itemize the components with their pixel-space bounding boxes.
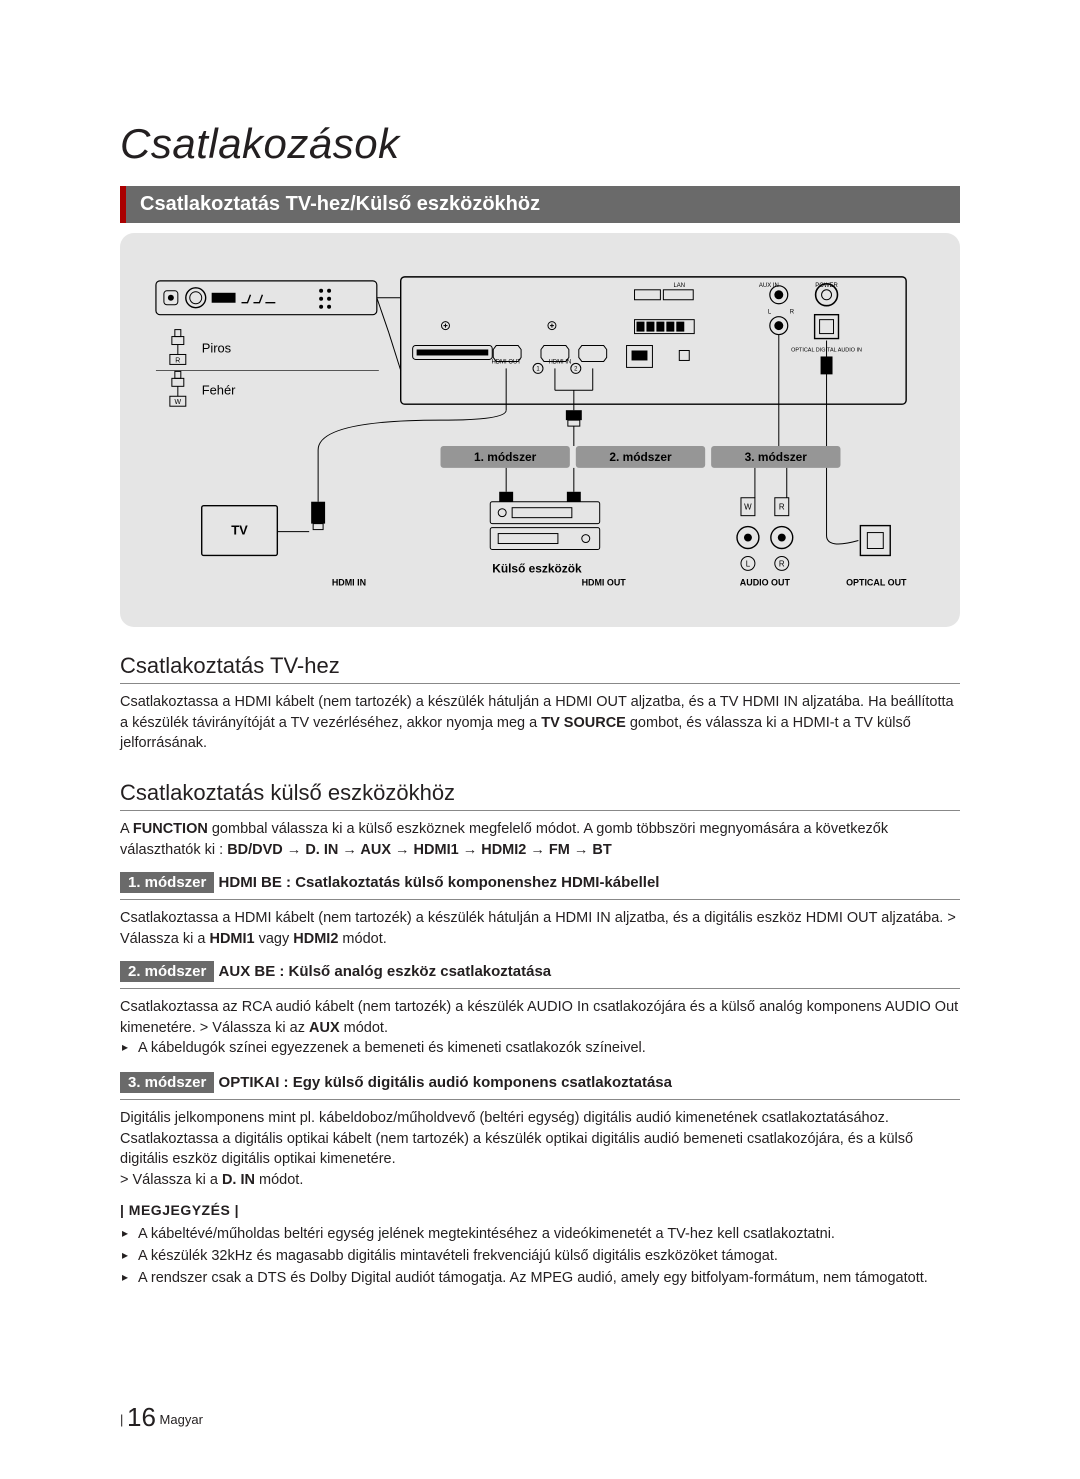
ext-paragraph: A FUNCTION gombbal válassza ki a külső e…: [120, 819, 960, 860]
method3-paragraph: Digitális jelkomponens mint pl. kábeldob…: [120, 1108, 960, 1170]
svg-text:R: R: [175, 357, 180, 364]
rca-target: W R L R: [737, 498, 793, 571]
page-number: 16: [127, 1402, 156, 1432]
legend-red: Piros: [202, 340, 231, 355]
page-title: Csatlakozások: [120, 120, 960, 168]
divider: [120, 1099, 960, 1100]
method2-label: 2. módszer: [609, 450, 672, 464]
svg-text:R: R: [779, 559, 785, 568]
note-bullet-2: A készülék 32kHz és magasabb digitális m…: [122, 1246, 960, 1268]
method1-label: 1. módszer: [474, 450, 537, 464]
method3-label: 3. módszer: [745, 450, 808, 464]
svg-text:W: W: [744, 503, 752, 512]
note-bullet-1: A kábeltévé/műholdas beltéri egység jelé…: [122, 1224, 960, 1246]
svg-text:W: W: [175, 399, 182, 406]
hdmiin-port-label: HDMI IN: [548, 359, 571, 365]
port-one: 1: [536, 366, 540, 372]
page-footer: | 16 Magyar: [120, 1402, 203, 1433]
method2-title: AUX BE : Külső analóg eszköz csatlakozta…: [219, 963, 552, 980]
divider: [120, 899, 960, 900]
divider: [120, 810, 960, 811]
svg-text:R: R: [779, 503, 785, 512]
method3-heading: 3. módszer OPTIKAI : Egy külső digitális…: [120, 1072, 960, 1093]
note-heading: | MEGJEGYZÉS |: [120, 1202, 960, 1218]
method3-tag: 3. módszer: [120, 1072, 214, 1093]
method3-title: OPTIKAI : Egy külső digitális audió komp…: [219, 1074, 672, 1091]
note-bullet-3: A rendszer csak a DTS és Dolby Digital a…: [122, 1268, 960, 1290]
legend-white: Fehér: [202, 382, 236, 397]
diagram-svg: LAN AUX IN POWER L R: [142, 251, 938, 609]
audioout-label: AUDIO OUT: [740, 577, 791, 587]
connection-diagram: LAN AUX IN POWER L R: [120, 233, 960, 627]
page-lang: Magyar: [160, 1412, 203, 1427]
method2-heading: 2. módszer AUX BE : Külső analóg eszköz …: [120, 961, 960, 982]
ext-label: Külső eszközök: [492, 561, 582, 575]
method1-heading: 1. módszer HDMI BE : Csatlakoztatás küls…: [120, 872, 960, 893]
svg-text:L: L: [746, 559, 751, 568]
divider: [120, 683, 960, 684]
section-banner: Csatlakoztatás TV-hez/Külső eszközökhöz: [120, 186, 960, 223]
method2-tag: 2. módszer: [120, 961, 214, 982]
r-label: R: [790, 310, 795, 316]
method2-bullet: A kábeldugók színei egyezzenek a bemenet…: [122, 1038, 960, 1060]
ext-heading: Csatlakoztatás külső eszközökhöz: [120, 780, 960, 806]
method1-paragraph: Csatlakoztassa a HDMI kábelt (nem tartoz…: [120, 908, 960, 949]
method1-tag: 1. módszer: [120, 872, 214, 893]
method1-title: HDMI BE : Csatlakoztatás külső komponens…: [219, 874, 660, 891]
tv-heading: Csatlakoztatás TV-hez: [120, 653, 960, 679]
hdmiout-label: HDMI OUT: [582, 577, 627, 587]
rca-white-plug: W: [170, 371, 186, 406]
rca-red-plug: R: [170, 330, 186, 365]
tv-paragraph: Csatlakoztassa a HDMI kábelt (nem tartoz…: [120, 692, 960, 754]
lan-label: LAN: [673, 283, 685, 289]
opticalout-label: OPTICAL OUT: [846, 577, 907, 587]
l-label: L: [768, 310, 772, 316]
method2-paragraph: Csatlakoztassa az RCA audió kábelt (nem …: [120, 997, 960, 1038]
method3-paragraph2: > Válassza ki a D. IN módot.: [120, 1170, 960, 1191]
port-two: 2: [574, 366, 578, 372]
tv-label: TV: [231, 523, 248, 538]
hdmiin-label: HDMI IN: [332, 577, 366, 587]
divider: [120, 988, 960, 989]
